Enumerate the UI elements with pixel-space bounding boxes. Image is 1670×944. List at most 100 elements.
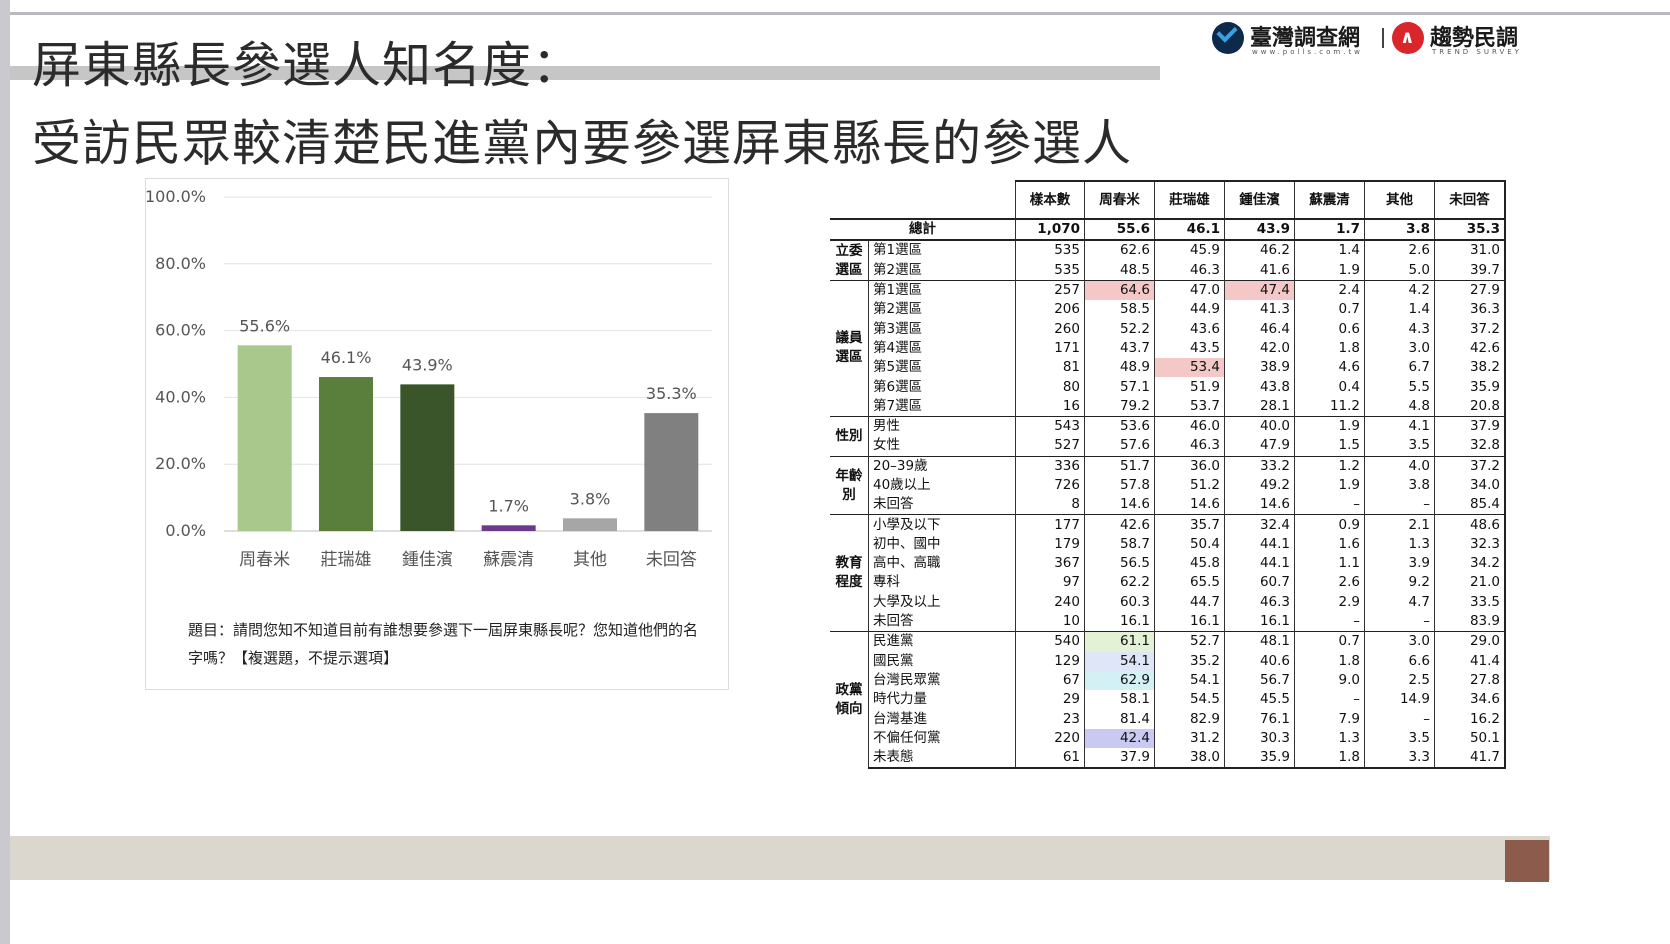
table-cell: –	[1364, 611, 1435, 632]
table-cell: 540	[1015, 631, 1085, 652]
table-cell: 44.7	[1154, 592, 1225, 612]
total-cell: 1.7	[1294, 217, 1365, 242]
table-cell: 4.7	[1364, 592, 1435, 612]
table-cell: 2.5	[1364, 670, 1435, 691]
table-cell: 62.6	[1084, 240, 1155, 261]
table-cell: 40.0	[1224, 415, 1295, 437]
y-tick-label: 80.0%	[155, 254, 206, 273]
chart-panel: 0.0% 20.0% 40.0% 60.0% 80.0% 100.0% 55.6% 周春米 46…	[145, 178, 729, 690]
group-label: 議員選區	[830, 279, 869, 417]
table-cell: 16	[1015, 396, 1085, 417]
table-cell: 45.9	[1154, 240, 1225, 261]
table-cell: 1.8	[1294, 338, 1365, 359]
table-row: 第4選區 171 43.7 43.5 42.0 1.8 3.0 42.6	[830, 338, 1506, 359]
table-cell: 41.3	[1224, 300, 1295, 320]
table-cell: 543	[1015, 415, 1085, 437]
table-cell: 7.9	[1294, 709, 1365, 729]
data-label: 46.1%	[321, 348, 372, 367]
table-cell: 4.0	[1364, 455, 1435, 476]
brand1-url: www.polls.com.tw	[1252, 48, 1363, 56]
table-cell: 2.4	[1294, 279, 1365, 301]
table-cell: 20.8	[1434, 396, 1506, 417]
table-cell: 31.0	[1434, 240, 1506, 261]
table-cell: 81	[1015, 358, 1085, 378]
table-cell: 220	[1015, 728, 1085, 749]
title-underline-band	[10, 66, 1160, 80]
table-cell: –	[1364, 709, 1435, 729]
group-label: 教育程度	[830, 514, 869, 632]
bar	[563, 518, 617, 531]
table-cell: 54.1	[1084, 651, 1155, 671]
table-cell: 10	[1015, 611, 1085, 632]
table-cell: 4.3	[1364, 319, 1435, 339]
table-cell: 35.9	[1224, 748, 1295, 770]
table-cell: 57.6	[1084, 436, 1155, 457]
table-row: 專科 97 62.2 65.5 60.7 2.6 9.2 21.0	[830, 573, 1506, 593]
table-cell: 4.2	[1364, 279, 1435, 301]
table-cell: 3.3	[1364, 748, 1435, 770]
table-cell: 29.0	[1434, 631, 1506, 652]
data-label: 35.3%	[646, 384, 697, 403]
total-cell: 46.1	[1154, 217, 1225, 242]
group-label: 政黨傾向	[830, 631, 869, 769]
table-cell: 52.7	[1154, 631, 1225, 652]
table-cell: 257	[1015, 279, 1085, 301]
table-cell: 54.1	[1154, 670, 1225, 691]
table-cell: 34.0	[1434, 475, 1506, 496]
table-cell: 3.5	[1364, 436, 1435, 457]
row-label: 20–39歲	[868, 455, 1016, 476]
table-cell: 53.6	[1084, 415, 1155, 437]
table-row: 第7選區 16 79.2 53.7 28.1 11.2 4.8 20.8	[830, 396, 1506, 417]
table-cell: 30.3	[1224, 728, 1295, 749]
brand2-name: 趨勢民調	[1430, 26, 1519, 51]
table-row: 教育程度 小學及以下 177 42.6 35.7 32.4 0.9 2.1 48.6	[830, 514, 1506, 632]
group-label: 年齡別	[830, 455, 869, 515]
table-cell: 43.8	[1224, 377, 1295, 397]
row-label: 第1選區	[868, 279, 1016, 301]
table-cell: 53.7	[1154, 396, 1225, 417]
table-cell: 2.9	[1294, 592, 1365, 612]
table-cell: 2.6	[1294, 573, 1365, 593]
table-cell: 41.7	[1434, 748, 1506, 770]
table-cell: 31.2	[1154, 728, 1225, 749]
table-cell: 16.1	[1154, 611, 1225, 632]
table-cell: 56.5	[1084, 554, 1155, 574]
table-cell: 37.2	[1434, 319, 1506, 339]
row-label: 第2選區	[868, 300, 1016, 320]
group-label: 性別	[830, 415, 869, 457]
table-cell: 260	[1015, 319, 1085, 339]
column-header: 未回答	[1434, 180, 1506, 219]
table-row: 高中、高職 367 56.5 45.8 44.1 1.1 3.9 34.2	[830, 554, 1506, 574]
table-cell: 28.1	[1224, 396, 1295, 417]
survey-question: 題目：請問您知不知道目前有誰想要參選下一屆屏東縣長呢？您知道他們的名字嗎？【複選…	[188, 621, 699, 667]
crosstab-table: 樣本數 周春米 莊瑞雄 鍾佳濱 蘇震清 其他 未回答 總計 1,070 55.6 46.1 43.9 1…	[830, 180, 1506, 770]
y-tick-label: 20.0%	[155, 454, 206, 473]
table-cell: 2.1	[1364, 514, 1435, 535]
table-row: 未回答 8 14.6 14.6 14.6– –85.4	[830, 495, 1506, 515]
table-cell: 206	[1015, 300, 1085, 320]
table-cell: 6.7	[1364, 358, 1435, 378]
table-cell: 45.8	[1154, 554, 1225, 574]
group-label: 立委選區	[835, 242, 863, 278]
data-label: 43.9%	[402, 355, 453, 374]
table-cell: 16.1	[1084, 611, 1155, 632]
x-tick-label: 蘇震清	[483, 550, 534, 570]
table-cell: 9.2	[1364, 573, 1435, 593]
table-cell: 16.2	[1434, 709, 1506, 729]
x-tick-label: 鍾佳濱	[402, 550, 453, 570]
table-cell: 535	[1015, 260, 1085, 281]
row-label: 第7選區	[868, 396, 1016, 417]
table-cell: 47.9	[1224, 436, 1295, 457]
table-cell: 1.3	[1364, 534, 1435, 555]
table-cell: 65.5	[1154, 573, 1225, 593]
y-tick-label: 0.0%	[165, 521, 206, 540]
row-label: 未回答	[868, 611, 1016, 632]
table-cell: 47.0	[1154, 279, 1225, 301]
table-cell: 3.9	[1364, 554, 1435, 574]
logo-divider	[1382, 28, 1384, 48]
table-cell: 0.6	[1294, 319, 1365, 339]
table-cell: 43.6	[1154, 319, 1225, 339]
table-row: 議員選區 第1選區 257 64.6 47.0 47.4 2.4 4.2 27.9	[830, 279, 1506, 417]
table-cell: 50.1	[1434, 728, 1506, 749]
table-cell: 40.6	[1224, 651, 1295, 671]
